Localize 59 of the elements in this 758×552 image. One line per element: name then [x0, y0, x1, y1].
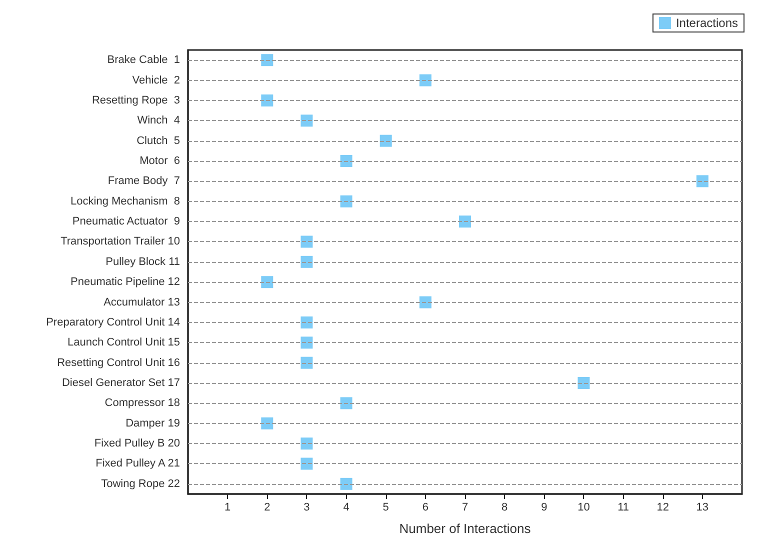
y-tick-label: Compressor 18: [104, 397, 180, 410]
point: [300, 114, 313, 127]
point: [340, 397, 352, 410]
point: [380, 134, 392, 147]
point: [340, 478, 352, 490]
y-tick-label: Frame Body 7: [108, 175, 180, 188]
point: [300, 256, 313, 268]
point: [300, 336, 313, 349]
point: [419, 296, 432, 308]
x-tick-label: 11: [618, 502, 629, 514]
x-tick-label: 8: [502, 502, 508, 514]
y-tick-label: Brake Cable 1: [107, 54, 180, 66]
point: [261, 54, 274, 66]
point: [696, 175, 708, 188]
y-tick-label: Fixed Pulley B 20: [94, 438, 180, 450]
y-tick-label: Clutch 5: [136, 134, 180, 147]
y-tick-label: Transportation Trailer 10: [60, 236, 180, 248]
y-tick-label: Motor 6: [140, 155, 180, 167]
point: [261, 417, 274, 430]
x-axis-title: Number of Interactions: [399, 521, 532, 536]
y-tick-label: Winch 4: [137, 114, 180, 127]
point: [340, 195, 352, 208]
y-tick-label: Damper 19: [126, 417, 180, 430]
point: [300, 438, 313, 450]
point: [300, 236, 313, 248]
point: [300, 458, 313, 470]
x-tick-label: 4: [343, 502, 350, 514]
x-tick-label: 5: [382, 502, 389, 514]
x-tick-label: 6: [422, 502, 428, 514]
point: [261, 94, 274, 106]
x-tick-label: 7: [462, 502, 468, 514]
x-tick-label: 3: [304, 502, 310, 514]
y-tick-label: Pneumatic Actuator 9: [72, 216, 180, 228]
y-tick-label: Accumulator 13: [104, 296, 180, 308]
y-tick-label: Preparatory Control Unit 14: [46, 316, 180, 328]
point: [300, 356, 313, 369]
y-tick-label: Launch Control Unit 15: [67, 336, 180, 349]
y-tick-label: Pulley Block 11: [106, 256, 180, 268]
y-tick-label: Pneumatic Pipeline 12: [70, 276, 180, 288]
y-tick-label: Fixed Pulley A 21: [96, 458, 180, 470]
x-tick-label: 2: [264, 502, 270, 514]
point: [340, 155, 352, 167]
x-tick-label: 12: [656, 502, 669, 514]
legend-label: Interactions: [676, 16, 738, 30]
x-tick-label: 13: [696, 502, 709, 514]
point: [300, 316, 313, 328]
y-tick-label: Diesel Generator Set 17: [62, 377, 180, 389]
x-tick-label: 10: [578, 502, 590, 514]
y-tick-label: Vehicle 2: [132, 74, 180, 86]
point: [578, 377, 590, 389]
x-tick-label: 1: [224, 502, 231, 514]
y-tick-label: Locking Mechanism 8: [70, 195, 180, 208]
point: [459, 216, 471, 228]
x-tick-label: 9: [541, 502, 548, 514]
y-tick-label: Resetting Rope 3: [92, 94, 180, 106]
y-tick-label: Resetting Control Unit 16: [57, 356, 180, 369]
y-tick-label: Towing Rope 22: [101, 478, 180, 490]
point: [419, 74, 432, 86]
point: [261, 276, 274, 288]
